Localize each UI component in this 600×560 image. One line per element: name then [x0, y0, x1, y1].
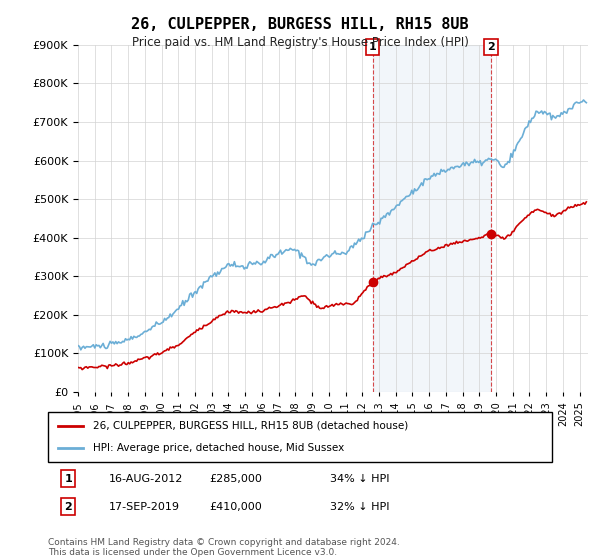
Text: 16-AUG-2012: 16-AUG-2012	[109, 474, 183, 484]
Text: 26, CULPEPPER, BURGESS HILL, RH15 8UB (detached house): 26, CULPEPPER, BURGESS HILL, RH15 8UB (d…	[94, 421, 409, 431]
Text: 2: 2	[487, 42, 495, 52]
Text: Price paid vs. HM Land Registry's House Price Index (HPI): Price paid vs. HM Land Registry's House …	[131, 36, 469, 49]
Text: 1: 1	[369, 42, 377, 52]
Text: 17-SEP-2019: 17-SEP-2019	[109, 502, 179, 512]
Text: Contains HM Land Registry data © Crown copyright and database right 2024.
This d: Contains HM Land Registry data © Crown c…	[48, 538, 400, 557]
Text: £285,000: £285,000	[209, 474, 262, 484]
Text: £410,000: £410,000	[209, 502, 262, 512]
Text: HPI: Average price, detached house, Mid Sussex: HPI: Average price, detached house, Mid …	[94, 443, 344, 453]
Text: 26, CULPEPPER, BURGESS HILL, RH15 8UB: 26, CULPEPPER, BURGESS HILL, RH15 8UB	[131, 17, 469, 32]
Text: 2: 2	[64, 502, 72, 512]
Text: 1: 1	[64, 474, 72, 484]
Bar	[373, 45, 491, 392]
FancyBboxPatch shape	[48, 412, 552, 462]
Text: 32% ↓ HPI: 32% ↓ HPI	[330, 502, 390, 512]
Text: 34% ↓ HPI: 34% ↓ HPI	[330, 474, 390, 484]
